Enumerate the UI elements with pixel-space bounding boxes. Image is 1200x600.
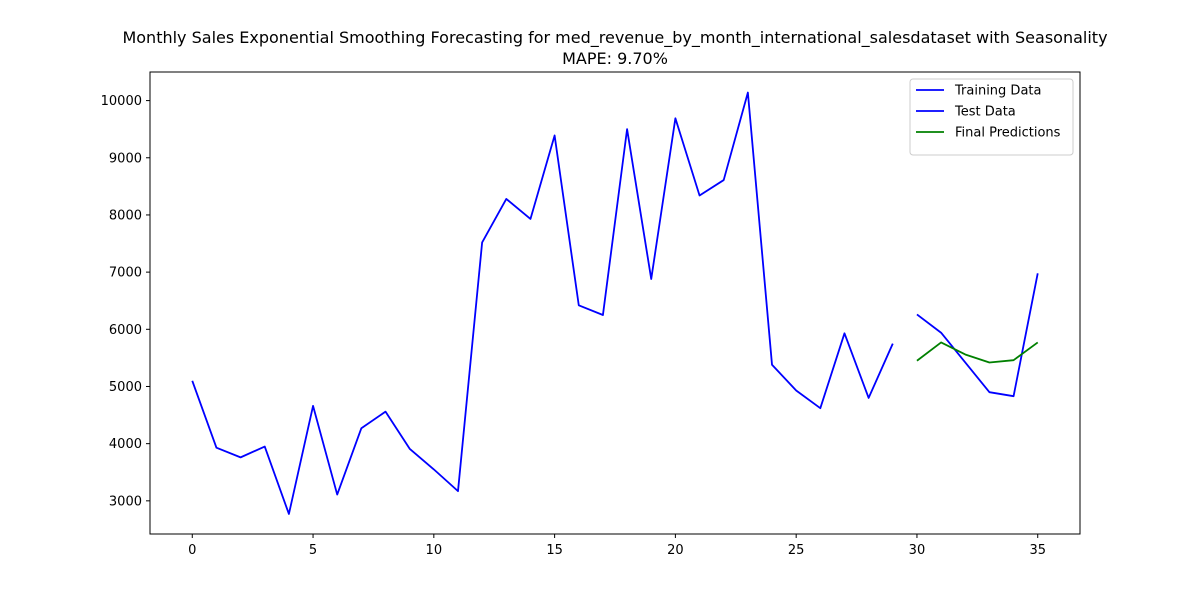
y-tick-label: 6000 bbox=[109, 323, 142, 338]
x-tick-label: 0 bbox=[188, 543, 196, 558]
legend-label-test-data: Test Data bbox=[954, 105, 1016, 120]
x-tick-label: 35 bbox=[1029, 543, 1046, 558]
x-tick-label: 15 bbox=[546, 543, 563, 558]
x-tick-label: 10 bbox=[426, 543, 443, 558]
legend-label-training-data: Training Data bbox=[954, 84, 1041, 99]
chart-subtitle: MAPE: 9.70% bbox=[562, 49, 668, 68]
y-tick-label: 3000 bbox=[109, 494, 142, 509]
y-tick-label: 4000 bbox=[109, 437, 142, 452]
y-tick-label: 7000 bbox=[109, 266, 142, 281]
legend: Training Data Test Data Final Predictions bbox=[909, 78, 1074, 156]
series-line-training-data bbox=[191, 91, 894, 515]
legend-box bbox=[909, 78, 1074, 156]
x-tick-label: 30 bbox=[909, 543, 926, 558]
series-line-test-data bbox=[916, 273, 1039, 398]
axes-layer: 0 5 10 15 20 25 30 35 3000 4000 5000 6000 7000 8000 90… bbox=[101, 94, 1046, 558]
legend-label-final-predictions: Final Predictions bbox=[955, 126, 1061, 141]
x-tick-label: 5 bbox=[309, 543, 317, 558]
y-tick-label: 10000 bbox=[101, 94, 142, 109]
x-tick-label: 20 bbox=[667, 543, 684, 558]
chart-title: Monthly Sales Exponential Smoothing Fore… bbox=[122, 28, 1107, 48]
y-tick-label: 9000 bbox=[109, 151, 142, 166]
x-tick-label: 25 bbox=[788, 543, 805, 558]
series-layer bbox=[191, 91, 1039, 515]
y-tick-label: 8000 bbox=[109, 208, 142, 223]
series-line-final-predictions bbox=[916, 341, 1039, 364]
plot-frame bbox=[149, 71, 1081, 535]
y-tick-label: 5000 bbox=[109, 380, 142, 395]
